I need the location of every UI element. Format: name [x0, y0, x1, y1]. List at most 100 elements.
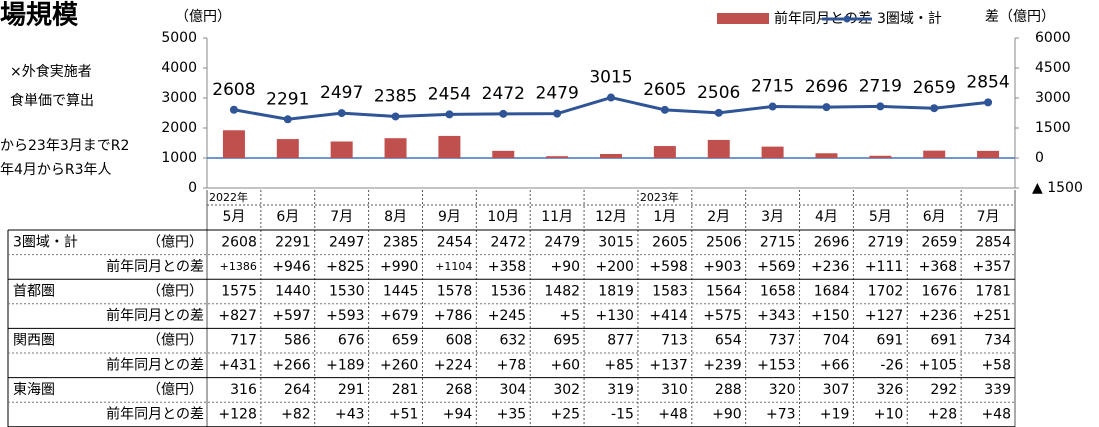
bar — [977, 150, 1000, 158]
line-marker — [229, 105, 238, 114]
y2-tick-label: ▲ 1500 — [1032, 180, 1083, 196]
x-tick-label: 5月 — [222, 209, 245, 225]
x-tick-label: 1月 — [653, 209, 676, 225]
bar — [815, 153, 838, 158]
table-cell: +90 — [551, 259, 581, 275]
table-cell: -26 — [880, 357, 903, 373]
table-cell: 1482 — [544, 284, 580, 300]
bar — [761, 146, 784, 158]
row-label: 前年同月との差 — [106, 406, 204, 423]
table-cell: 292 — [930, 382, 957, 398]
table-cell: 608 — [446, 333, 473, 349]
table-cell: 2291 — [275, 234, 311, 250]
line-marker — [714, 108, 723, 117]
line-marker — [930, 104, 939, 113]
table-cell: +343 — [757, 308, 795, 324]
row-label: 前年同月との差 — [106, 307, 204, 324]
table-cell: 2385 — [383, 234, 419, 250]
legend-swatch — [717, 13, 769, 24]
x-tick-label: 6月 — [923, 209, 946, 225]
row-label: 3圏域・計 — [13, 234, 78, 250]
table-cell: +245 — [488, 308, 526, 324]
table-cell: +414 — [649, 308, 688, 324]
y-axis-label: （億円） — [175, 9, 231, 25]
row-label: 関西圏 — [13, 333, 55, 349]
table-cell: +28 — [928, 407, 958, 423]
table-cell: 281 — [392, 382, 419, 398]
table-cell: +130 — [595, 308, 633, 324]
table-cell: 1781 — [975, 284, 1011, 300]
table-cell: +189 — [326, 357, 364, 373]
table-cell: 288 — [715, 382, 742, 398]
table-cell: 1578 — [437, 284, 473, 300]
row-unit: （億円） — [147, 284, 203, 300]
line-marker — [283, 115, 292, 124]
table-cell: 3015 — [598, 234, 634, 250]
y-tick-label: 4000 — [161, 60, 197, 76]
row-label: 首都圏 — [13, 284, 55, 300]
x-tick-label: 12月 — [595, 209, 627, 225]
y2-tick-label: 4500 — [1035, 60, 1071, 76]
table-cell: 2472 — [491, 234, 527, 250]
data-label: 2608 — [212, 80, 255, 100]
table-cell: 659 — [392, 333, 419, 349]
table-cell: +51 — [389, 407, 419, 423]
table-cell: +990 — [380, 259, 418, 275]
bar — [276, 139, 299, 158]
table-cell: +598 — [649, 259, 687, 275]
bar — [869, 155, 892, 158]
table-cell: 2659 — [921, 234, 957, 250]
table-cell: 1684 — [814, 284, 850, 300]
table-cell: 717 — [230, 333, 257, 349]
table-cell: 2715 — [760, 234, 796, 250]
row-unit: （億円） — [147, 234, 203, 250]
table-cell: +569 — [757, 259, 795, 275]
data-label: 2472 — [482, 84, 525, 104]
table-cell: +236 — [811, 259, 850, 275]
table-cell: +593 — [326, 308, 364, 324]
table-cell: +105 — [919, 357, 957, 373]
table-cell: 264 — [284, 382, 311, 398]
table-cell: 2506 — [706, 234, 742, 250]
table-cell: +431 — [218, 357, 256, 373]
x-tick-label: 6月 — [276, 209, 299, 225]
data-label: 2696 — [805, 77, 848, 97]
table-cell: 877 — [607, 333, 634, 349]
table-cell: 2608 — [221, 234, 257, 250]
table-cell: 2854 — [975, 234, 1011, 250]
row-label: 前年同月との差 — [106, 356, 204, 373]
x-tick-label: 11月 — [541, 209, 573, 225]
line-marker — [660, 105, 669, 114]
chart-title: 場規模 — [0, 1, 79, 31]
table-cell: +94 — [443, 407, 473, 423]
x-tick-label: 5月 — [869, 209, 892, 225]
table-cell: +137 — [649, 357, 687, 373]
table-cell: 691 — [930, 333, 957, 349]
annotation: から23年3月までR2 — [0, 138, 129, 154]
table-cell: +5 — [559, 308, 580, 324]
table-cell: 654 — [715, 333, 742, 349]
row-label: 東海圏 — [13, 382, 55, 398]
bar — [653, 146, 676, 158]
table-cell: 320 — [769, 382, 796, 398]
y2-tick-label: 1500 — [1035, 120, 1071, 136]
x-tick-label: 10月 — [487, 209, 519, 225]
table-cell: +90 — [712, 407, 742, 423]
table-cell: 1658 — [760, 284, 796, 300]
table-cell: +66 — [820, 357, 850, 373]
bar — [330, 141, 353, 158]
table-cell: +25 — [551, 407, 581, 423]
y2-axis-label: 差（億円） — [985, 9, 1055, 25]
bar — [546, 156, 569, 158]
y2-tick-label: 6000 — [1035, 30, 1071, 46]
row-unit: （億円） — [147, 382, 203, 398]
table-cell: 695 — [553, 333, 580, 349]
table-cell: +58 — [981, 357, 1011, 373]
legend-swatch — [843, 15, 851, 23]
table-cell: +679 — [380, 308, 418, 324]
table-cell: 737 — [769, 333, 796, 349]
bar — [492, 150, 515, 158]
annotation: ×外食実施者 — [10, 63, 92, 80]
table-cell: 1536 — [491, 284, 527, 300]
table-cell: +111 — [865, 259, 903, 275]
